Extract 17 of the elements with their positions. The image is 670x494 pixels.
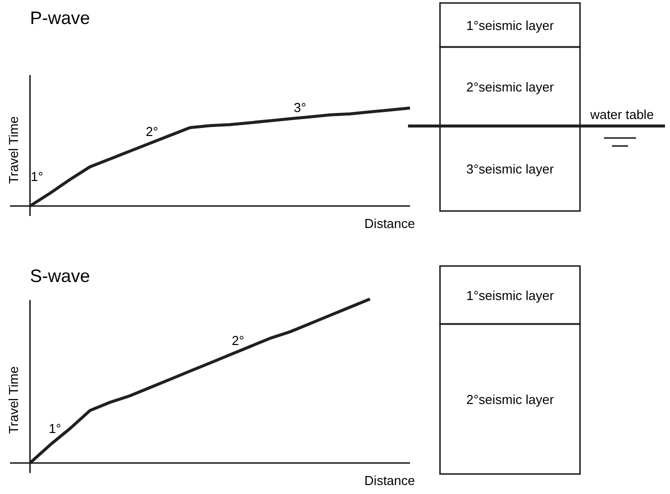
annotation: 3° xyxy=(294,100,306,115)
annotation: 1° xyxy=(30,169,44,184)
y-axis-title: Travel Time xyxy=(6,366,21,434)
x-axis-title: Distance xyxy=(364,216,415,231)
chart-title: P-wave xyxy=(30,8,90,28)
y-axis-title: Travel Time xyxy=(6,116,21,184)
annotation: 1° xyxy=(48,421,62,436)
annotation: 2° xyxy=(146,124,158,139)
annotation: 2° xyxy=(232,333,244,348)
category-label: 2°seismic layer xyxy=(466,80,554,94)
category-label: 1°seismic layer xyxy=(466,288,554,303)
x-axis-title: Distance xyxy=(364,473,415,488)
category-label: 3°seismic layer xyxy=(466,162,554,176)
category-label: 2°seismic layer xyxy=(466,392,554,407)
text: water table xyxy=(589,107,654,122)
chart-title: S-wave xyxy=(30,266,90,286)
category-label: 1°seismic layer xyxy=(466,18,554,33)
